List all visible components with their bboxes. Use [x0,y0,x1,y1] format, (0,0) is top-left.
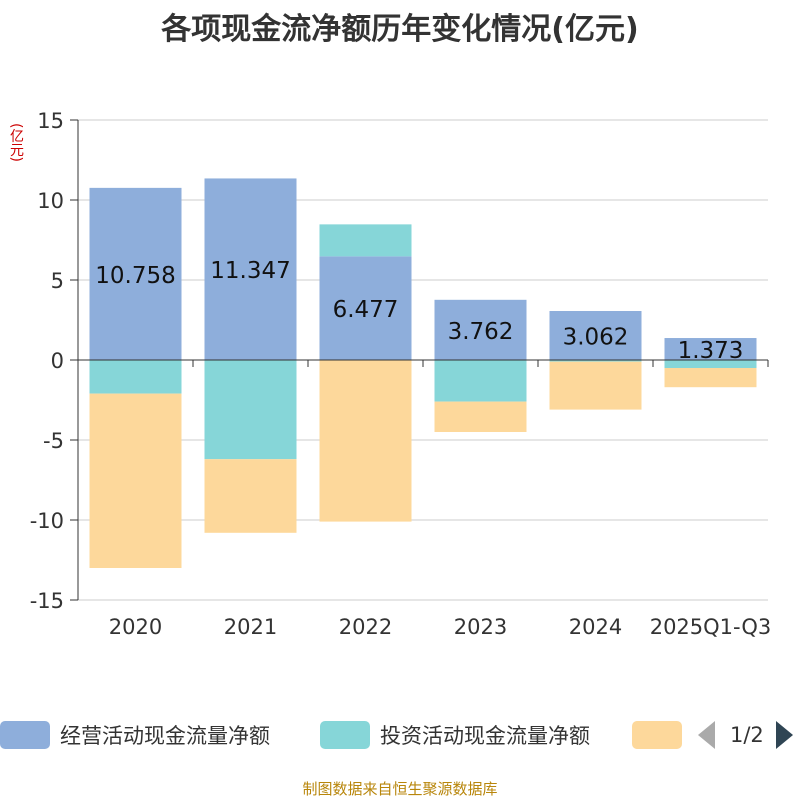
x-tick-label: 2020 [109,615,162,639]
bar-series2-2023 [434,401,527,432]
y-axis-unit-label: (亿元) [8,123,24,162]
y-tick-label: -15 [30,589,64,613]
bar-chart: 15 10 5 0 -5 -10 -15 2020 2021 2022 2023 2024 2025Q1… [30,109,772,639]
bar-series1-2025Q1-Q3 [664,360,757,368]
prev-page-icon[interactable] [698,721,715,749]
legend-swatch-investing [320,721,370,749]
y-tick-label: 0 [51,349,64,373]
legend-page-indicator: 1/2 [730,723,764,747]
legend-label-investing: 投资活动现金流量净额 [380,724,590,748]
bar-series2-2021 [204,459,297,533]
x-tick-label: 2023 [454,615,507,639]
bar-series2-2024 [549,361,642,410]
bar-series1-2021 [204,360,297,460]
bar-series0-2024 [549,311,642,360]
bar-series2-2020 [89,393,182,568]
bar-series0-2023 [434,299,527,360]
legend-swatch-financing [632,721,682,749]
x-tick-label: 2022 [339,615,392,639]
data-label-2025Q1-Q3: 1.373 [678,338,744,364]
bar-series2-2022 [319,360,412,522]
legend-pager: 1/2 [698,718,793,752]
bar-series1-2022 [319,224,412,257]
bar-series0-2022 [319,256,412,360]
chart-title: 各项现金流净额历年变化情况(亿元) [161,12,639,47]
bar-series1-2024 [549,360,642,362]
data-label-2020: 10.758 [95,263,175,289]
legend-item-financing[interactable] [632,720,692,750]
data-label-2022: 6.477 [333,297,399,323]
legend-item-investing[interactable]: 投资活动现金流量净额 [320,720,590,750]
y-tick-label: 10 [37,189,64,213]
x-tick-label: 2024 [569,615,622,639]
legend-label-operating: 经营活动现金流量净额 [60,724,270,748]
next-page-icon[interactable] [775,721,793,749]
y-tick-label: -10 [30,509,64,533]
bar-series1-2020 [89,360,182,394]
bar-series2-2025Q1-Q3 [664,368,757,388]
bar-series0-2021 [204,178,297,360]
data-label-2021: 11.347 [210,258,290,284]
bar-series1-2023 [434,360,527,402]
legend-swatch-operating [0,721,50,749]
legend-item-operating[interactable]: 经营活动现金流量净额 [0,720,270,750]
data-label-2023: 3.762 [448,319,514,345]
y-tick-label: -5 [43,429,64,453]
x-tick-label: 2025Q1-Q3 [650,615,772,639]
legend: 经营活动现金流量净额 投资活动现金流量净额 1/2 [0,712,800,756]
bar-series0-2020 [89,187,182,360]
y-tick-label: 15 [37,109,64,133]
data-source-note: 制图数据来自恒生聚源数据库 [302,780,498,798]
bar-series0-2025Q1-Q3 [664,338,757,360]
x-tick-label: 2021 [224,615,277,639]
y-tick-label: 5 [51,269,64,293]
data-label-2024: 3.062 [563,325,629,351]
